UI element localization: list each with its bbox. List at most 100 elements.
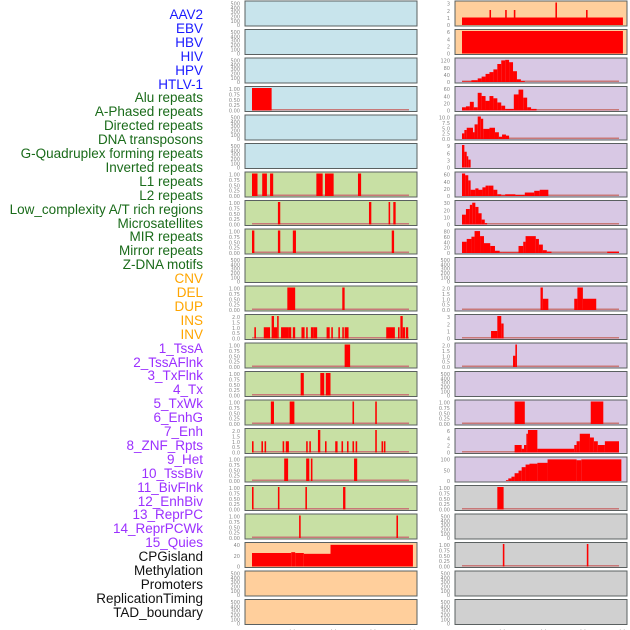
data-bar: [471, 80, 478, 82]
y-tick-label: 60: [444, 173, 450, 179]
y-tick-label: 100: [230, 617, 240, 623]
y-tick-label: 0.25: [439, 417, 450, 423]
data-bar: [466, 127, 473, 139]
track-panel: 2.01.51.00.50.0: [442, 285, 628, 314]
data-bar: [509, 62, 514, 82]
y-tick-label: 100: [230, 47, 240, 53]
data-bar: [292, 327, 296, 339]
data-bar: [469, 204, 473, 225]
y-tick-label: 200: [230, 72, 240, 78]
data-bar: [502, 134, 506, 139]
y-tick-label: 500: [230, 144, 240, 150]
track-panel: 100 50 0: [440, 456, 628, 485]
y-tick-label: 500: [440, 515, 450, 521]
track-label: HTLV-1: [158, 76, 203, 92]
track-label: TAD_boundary: [113, 604, 203, 620]
y-tick-label: 1.00: [229, 515, 240, 521]
y-tick-label: 1.00: [229, 458, 240, 464]
y-tick-label: 300: [230, 153, 240, 159]
data-bar: [252, 441, 254, 453]
panel-background: [244, 200, 418, 226]
y-tick-label: 100: [230, 589, 240, 595]
data-bar: [391, 230, 395, 253]
y-tick-label: 20: [444, 246, 450, 252]
track-panel: 642 0: [447, 29, 628, 58]
data-bar: [480, 118, 484, 139]
y-tick-label: 0: [237, 593, 240, 599]
data-bar: [477, 116, 481, 139]
panel-background: [454, 513, 628, 540]
data-bar: [481, 76, 486, 82]
y-tick-label: 1.00: [439, 401, 450, 407]
y-tick-label: 80: [444, 230, 450, 236]
data-bar: [515, 344, 517, 367]
data-bar: [489, 127, 495, 139]
y-tick-label: 2: [447, 9, 450, 15]
y-tick-label: 0: [447, 52, 450, 58]
data-bar: [383, 441, 386, 453]
y-tick-label: 0: [447, 622, 450, 628]
data-bar: [546, 251, 552, 253]
y-tick-label: 400: [440, 519, 450, 525]
data-bar: [547, 459, 577, 481]
y-tick-label: 60: [444, 87, 450, 93]
data-bar: [264, 441, 267, 453]
panel-background: [454, 542, 628, 568]
y-tick-label: 200: [440, 528, 450, 534]
data-bar: [574, 445, 577, 453]
data-bar: [514, 445, 522, 453]
data-bar: [483, 243, 491, 253]
y-tick-label: 0.5: [232, 445, 240, 451]
data-bar: [481, 96, 486, 111]
data-bar: [542, 298, 549, 310]
baseline: [252, 508, 409, 510]
data-bar: [485, 185, 489, 196]
data-bar: [542, 250, 547, 253]
y-tick-label: 0.75: [439, 491, 450, 497]
data-bar: [375, 430, 377, 453]
data-bar: [310, 327, 314, 339]
data-bar: [462, 107, 466, 111]
data-bar: [270, 401, 274, 424]
data-bar: [284, 458, 289, 481]
y-tick-label: 40: [444, 180, 450, 186]
y-tick-label: 1.00: [229, 401, 240, 407]
y-tick-label: 20: [444, 208, 450, 214]
data-bar: [465, 209, 470, 225]
y-tick-label: 4: [447, 37, 450, 43]
data-bar: [386, 327, 395, 339]
y-tick-label: 100: [230, 275, 240, 281]
y-tick-label: 0.25: [229, 474, 240, 480]
data-bar: [537, 462, 548, 481]
track-label: HPV: [175, 62, 203, 78]
data-bar: [354, 458, 358, 481]
panel-background: [454, 143, 628, 169]
data-bar: [537, 448, 575, 453]
y-tick-label: 300: [230, 10, 240, 16]
track-label: 15_Quies: [145, 535, 203, 551]
data-bar: [375, 401, 377, 424]
track-label: Inverted repeats: [105, 159, 203, 175]
panel-background: [244, 257, 418, 283]
data-bar: [331, 327, 333, 339]
y-tick-label: 1.0: [232, 440, 240, 446]
data-bar: [513, 94, 519, 111]
y-tick-label: 80: [444, 66, 450, 72]
track-label: 2_TssAFlnk: [133, 354, 203, 370]
data-bar: [475, 206, 479, 225]
y-tick-label: 1.00: [229, 173, 240, 179]
y-tick-label: 0.00: [229, 479, 240, 485]
baseline: [252, 536, 409, 538]
y-tick-label: 0.00: [229, 365, 240, 371]
data-bar: [524, 445, 527, 453]
y-tick-label: 100: [440, 589, 450, 595]
data-bar: [521, 448, 525, 453]
y-tick-label: 3: [447, 158, 450, 164]
data-bar: [577, 287, 583, 310]
y-tick-label: 1: [447, 16, 450, 22]
data-bar: [271, 316, 274, 339]
baseline: [252, 365, 409, 367]
data-bar: [574, 298, 578, 310]
y-tick-label: 300: [230, 580, 240, 586]
